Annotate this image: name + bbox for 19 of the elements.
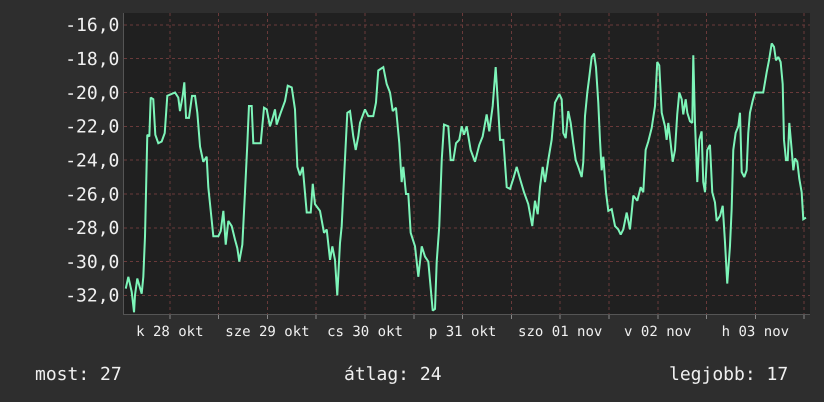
y-tick-label: -22,0	[65, 116, 120, 138]
y-tick-label: -32,0	[65, 286, 120, 307]
x-tick-label: h 03 nov	[722, 324, 790, 340]
y-tick-label: -20,0	[65, 82, 120, 104]
text: legjobb: 17	[669, 364, 788, 385]
x-tick-label: p 31 okt	[428, 324, 496, 340]
y-tick-label: -16,0	[65, 15, 120, 36]
text: átlag: 24	[344, 364, 442, 385]
x-tick-label: szo 01 nov	[518, 324, 602, 340]
text: most: 27	[35, 364, 122, 385]
x-tick-label: v 02 nov	[624, 324, 692, 340]
y-tick-label: -30,0	[65, 252, 120, 273]
y-tick-label: -18,0	[65, 48, 120, 70]
y-tick-label: -28,0	[65, 218, 120, 240]
x-tick-label: sze 29 okt	[225, 324, 310, 340]
x-tick-label: k 28 okt	[136, 324, 204, 340]
y-tick-label: -24,0	[65, 150, 120, 172]
y-tick-label: -26,0	[65, 184, 120, 206]
x-tick-label: cs 30 okt	[327, 324, 403, 340]
